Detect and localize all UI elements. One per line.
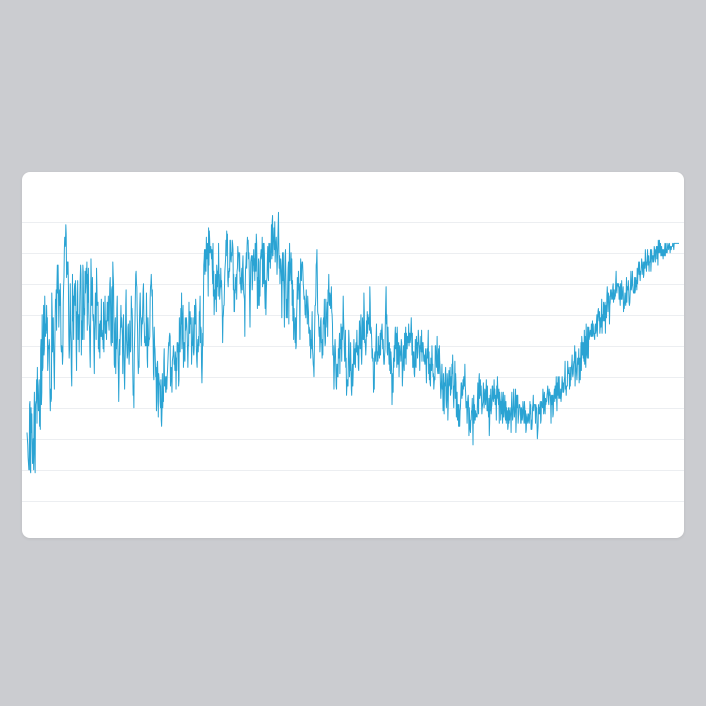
series-line-0 (26, 211, 680, 474)
line-chart (22, 211, 684, 502)
series-lines (26, 211, 680, 474)
chart-card (22, 172, 684, 538)
